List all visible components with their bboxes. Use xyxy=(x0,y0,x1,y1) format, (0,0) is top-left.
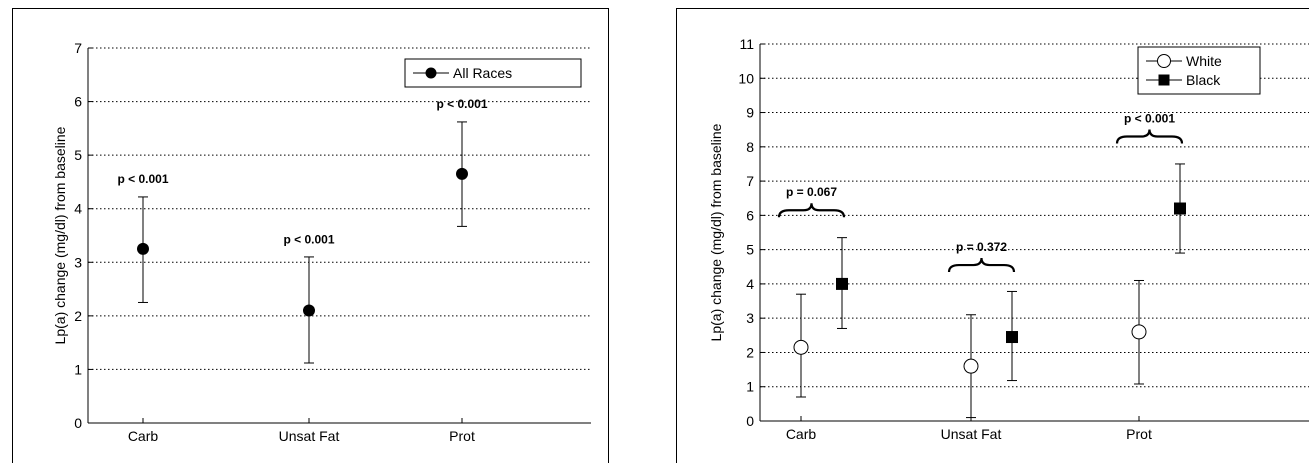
y-tick-label: 4 xyxy=(74,201,82,217)
y-tick-label: 4 xyxy=(746,276,754,292)
p-value-annotation: p < 0.001 xyxy=(436,97,487,111)
right-chart-panel: 0 1 2 3 4 5 6 7 8 9 10 11 Lp(a) change (mg/dl) from … xyxy=(676,8,1309,463)
data-point xyxy=(456,167,468,180)
left-chart-panel: 0 1 2 3 4 5 6 7 Lp(a) change (mg/dl) from baseli… xyxy=(12,8,609,463)
p-value-annotation: p < 0.001 xyxy=(117,172,168,186)
y-tick-label: 9 xyxy=(746,105,754,121)
x-tick-label: Carb xyxy=(128,428,159,444)
y-tick-label: 2 xyxy=(74,308,82,324)
y-tick-label: 0 xyxy=(74,415,82,431)
y-tick-label: 6 xyxy=(746,207,754,223)
p-value-annotation: p = 0.067 xyxy=(786,185,837,199)
p-value-annotation: p < 0.001 xyxy=(1124,112,1175,126)
y-tick-label: 2 xyxy=(746,344,754,360)
data-point xyxy=(1174,202,1186,215)
y-tick-label: 1 xyxy=(74,361,82,377)
y-tick-label: 5 xyxy=(746,242,754,258)
significance-brace xyxy=(1115,129,1184,144)
y-tick-label: 7 xyxy=(746,173,754,189)
x-tick-label: Carb xyxy=(786,426,817,442)
x-tick-label: Prot xyxy=(1126,426,1152,442)
y-tick-label: 3 xyxy=(74,254,82,270)
left-chart: 0 1 2 3 4 5 6 7 Lp(a) change (mg/dl) from baseli… xyxy=(52,40,591,444)
p-value-annotation: p < 0.001 xyxy=(283,233,334,247)
x-tick-label: Unsat Fat xyxy=(941,426,1002,442)
x-tick-label: Prot xyxy=(449,428,475,444)
data-point xyxy=(1006,331,1018,344)
legend-label: All Races xyxy=(453,65,512,81)
legend-marker xyxy=(1157,54,1171,68)
y-axis-label: Lp(a) change (mg/dl) from baseline xyxy=(708,123,724,341)
y-tick-label: 5 xyxy=(74,147,82,163)
legend-marker xyxy=(1158,74,1170,86)
y-tick-label: 8 xyxy=(746,139,754,155)
legend-marker xyxy=(425,67,437,79)
right-chart: 0 1 2 3 4 5 6 7 8 9 10 11 Lp(a) change (mg/dl) from … xyxy=(708,36,1309,442)
significance-brace xyxy=(947,257,1016,273)
y-tick-label: 1 xyxy=(746,379,754,395)
x-tick-label: Unsat Fat xyxy=(279,428,340,444)
y-tick-label: 6 xyxy=(74,94,82,110)
p-value-annotation: p = 0.372 xyxy=(956,240,1007,254)
y-tick-label: 10 xyxy=(738,70,754,86)
legend-label: Black xyxy=(1186,72,1221,88)
data-point xyxy=(836,277,848,290)
significance-brace xyxy=(777,203,846,218)
y-tick-label: 0 xyxy=(746,413,754,429)
y-tick-label: 3 xyxy=(746,310,754,326)
y-axis-label: Lp(a) change (mg/dl) from baseline xyxy=(52,126,68,344)
legend-box xyxy=(1137,46,1261,95)
data-point xyxy=(1131,324,1147,340)
y-tick-label: 11 xyxy=(739,36,754,52)
data-point xyxy=(303,304,315,317)
data-point xyxy=(793,339,809,355)
y-tick-label: 7 xyxy=(74,40,82,56)
data-point xyxy=(137,242,149,255)
legend-label: White xyxy=(1186,53,1222,69)
data-point xyxy=(963,358,979,374)
